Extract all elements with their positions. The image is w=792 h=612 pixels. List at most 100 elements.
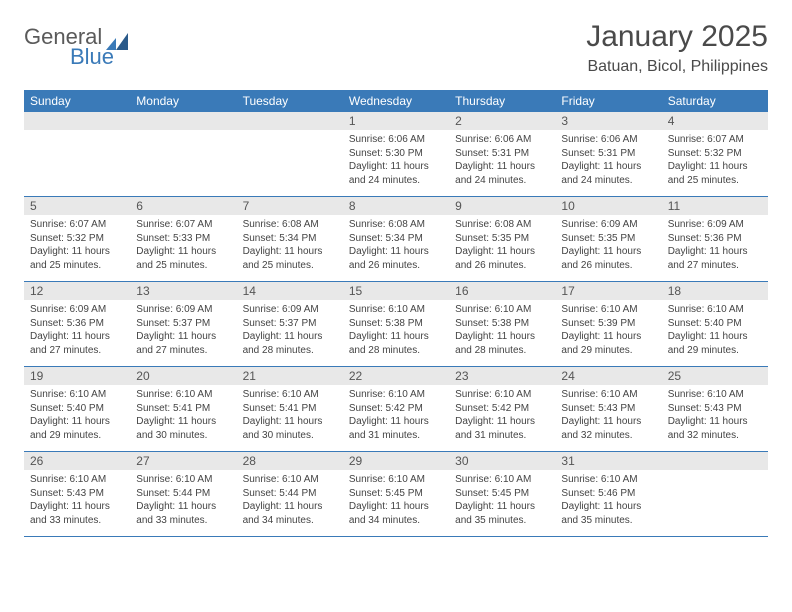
day-number: 2 xyxy=(449,112,555,130)
day-details: Sunrise: 6:10 AMSunset: 5:43 PMDaylight:… xyxy=(24,470,130,531)
day-cell xyxy=(237,112,343,196)
logo: GeneralBlue xyxy=(24,24,132,70)
sunset-line: Sunset: 5:32 PM xyxy=(668,147,762,161)
sunrise-line: Sunrise: 6:07 AM xyxy=(30,218,124,232)
month-title: January 2025 xyxy=(586,20,768,54)
sunset-line: Sunset: 5:45 PM xyxy=(349,487,443,501)
day-cell: 29Sunrise: 6:10 AMSunset: 5:45 PMDayligh… xyxy=(343,452,449,536)
day-cell: 14Sunrise: 6:09 AMSunset: 5:37 PMDayligh… xyxy=(237,282,343,366)
day-number: 31 xyxy=(555,452,661,470)
sunrise-line: Sunrise: 6:07 AM xyxy=(136,218,230,232)
day-details: Sunrise: 6:07 AMSunset: 5:32 PMDaylight:… xyxy=(24,215,130,276)
sunset-line: Sunset: 5:41 PM xyxy=(243,402,337,416)
day-cell: 27Sunrise: 6:10 AMSunset: 5:44 PMDayligh… xyxy=(130,452,236,536)
day-cell: 4Sunrise: 6:07 AMSunset: 5:32 PMDaylight… xyxy=(662,112,768,196)
day-cell: 9Sunrise: 6:08 AMSunset: 5:35 PMDaylight… xyxy=(449,197,555,281)
calendar-week: 1Sunrise: 6:06 AMSunset: 5:30 PMDaylight… xyxy=(24,112,768,197)
sunset-line: Sunset: 5:40 PM xyxy=(30,402,124,416)
day-cell: 15Sunrise: 6:10 AMSunset: 5:38 PMDayligh… xyxy=(343,282,449,366)
daylight-line: Daylight: 11 hours and 31 minutes. xyxy=(349,415,443,442)
calendar: SundayMondayTuesdayWednesdayThursdayFrid… xyxy=(24,90,768,537)
sunrise-line: Sunrise: 6:10 AM xyxy=(455,388,549,402)
logo-text-blue: Blue xyxy=(70,44,114,69)
day-details: Sunrise: 6:10 AMSunset: 5:42 PMDaylight:… xyxy=(449,385,555,446)
sunrise-line: Sunrise: 6:10 AM xyxy=(349,388,443,402)
day-number: 18 xyxy=(662,282,768,300)
day-number: 13 xyxy=(130,282,236,300)
calendar-week: 12Sunrise: 6:09 AMSunset: 5:36 PMDayligh… xyxy=(24,282,768,367)
weekday-thursday: Thursday xyxy=(449,90,555,112)
day-details: Sunrise: 6:08 AMSunset: 5:35 PMDaylight:… xyxy=(449,215,555,276)
weekday-sunday: Sunday xyxy=(24,90,130,112)
daylight-line: Daylight: 11 hours and 25 minutes. xyxy=(136,245,230,272)
daylight-line: Daylight: 11 hours and 30 minutes. xyxy=(136,415,230,442)
daylight-line: Daylight: 11 hours and 27 minutes. xyxy=(30,330,124,357)
sunrise-line: Sunrise: 6:10 AM xyxy=(243,388,337,402)
sunset-line: Sunset: 5:32 PM xyxy=(30,232,124,246)
sunrise-line: Sunrise: 6:10 AM xyxy=(668,303,762,317)
empty-day-number xyxy=(130,112,236,130)
daylight-line: Daylight: 11 hours and 26 minutes. xyxy=(561,245,655,272)
sunset-line: Sunset: 5:45 PM xyxy=(455,487,549,501)
empty-day-number xyxy=(24,112,130,130)
day-details: Sunrise: 6:09 AMSunset: 5:35 PMDaylight:… xyxy=(555,215,661,276)
day-number: 24 xyxy=(555,367,661,385)
sunrise-line: Sunrise: 6:09 AM xyxy=(243,303,337,317)
day-cell: 16Sunrise: 6:10 AMSunset: 5:38 PMDayligh… xyxy=(449,282,555,366)
day-cell: 23Sunrise: 6:10 AMSunset: 5:42 PMDayligh… xyxy=(449,367,555,451)
calendar-week: 5Sunrise: 6:07 AMSunset: 5:32 PMDaylight… xyxy=(24,197,768,282)
sunset-line: Sunset: 5:38 PM xyxy=(455,317,549,331)
day-number: 23 xyxy=(449,367,555,385)
sunset-line: Sunset: 5:41 PM xyxy=(136,402,230,416)
day-number: 27 xyxy=(130,452,236,470)
daylight-line: Daylight: 11 hours and 29 minutes. xyxy=(668,330,762,357)
sunrise-line: Sunrise: 6:10 AM xyxy=(455,473,549,487)
day-cell: 31Sunrise: 6:10 AMSunset: 5:46 PMDayligh… xyxy=(555,452,661,536)
weekday-friday: Friday xyxy=(555,90,661,112)
weekday-wednesday: Wednesday xyxy=(343,90,449,112)
daylight-line: Daylight: 11 hours and 26 minutes. xyxy=(349,245,443,272)
day-details: Sunrise: 6:10 AMSunset: 5:46 PMDaylight:… xyxy=(555,470,661,531)
weekday-header-row: SundayMondayTuesdayWednesdayThursdayFrid… xyxy=(24,90,768,112)
daylight-line: Daylight: 11 hours and 35 minutes. xyxy=(561,500,655,527)
day-details: Sunrise: 6:08 AMSunset: 5:34 PMDaylight:… xyxy=(343,215,449,276)
empty-day-number xyxy=(662,452,768,470)
day-details: Sunrise: 6:09 AMSunset: 5:37 PMDaylight:… xyxy=(237,300,343,361)
day-details: Sunrise: 6:10 AMSunset: 5:39 PMDaylight:… xyxy=(555,300,661,361)
day-number: 7 xyxy=(237,197,343,215)
day-number: 30 xyxy=(449,452,555,470)
day-details: Sunrise: 6:07 AMSunset: 5:33 PMDaylight:… xyxy=(130,215,236,276)
sunrise-line: Sunrise: 6:06 AM xyxy=(349,133,443,147)
sunset-line: Sunset: 5:33 PM xyxy=(136,232,230,246)
sunrise-line: Sunrise: 6:06 AM xyxy=(455,133,549,147)
day-details: Sunrise: 6:10 AMSunset: 5:45 PMDaylight:… xyxy=(449,470,555,531)
day-cell: 17Sunrise: 6:10 AMSunset: 5:39 PMDayligh… xyxy=(555,282,661,366)
weekday-tuesday: Tuesday xyxy=(237,90,343,112)
sunrise-line: Sunrise: 6:10 AM xyxy=(349,473,443,487)
daylight-line: Daylight: 11 hours and 32 minutes. xyxy=(668,415,762,442)
daylight-line: Daylight: 11 hours and 25 minutes. xyxy=(30,245,124,272)
sunrise-line: Sunrise: 6:10 AM xyxy=(136,473,230,487)
daylight-line: Daylight: 11 hours and 28 minutes. xyxy=(243,330,337,357)
sunset-line: Sunset: 5:42 PM xyxy=(349,402,443,416)
day-number: 4 xyxy=(662,112,768,130)
day-cell: 26Sunrise: 6:10 AMSunset: 5:43 PMDayligh… xyxy=(24,452,130,536)
day-cell: 11Sunrise: 6:09 AMSunset: 5:36 PMDayligh… xyxy=(662,197,768,281)
sunset-line: Sunset: 5:43 PM xyxy=(668,402,762,416)
daylight-line: Daylight: 11 hours and 24 minutes. xyxy=(561,160,655,187)
sunrise-line: Sunrise: 6:08 AM xyxy=(455,218,549,232)
day-details: Sunrise: 6:10 AMSunset: 5:43 PMDaylight:… xyxy=(555,385,661,446)
sunset-line: Sunset: 5:37 PM xyxy=(243,317,337,331)
daylight-line: Daylight: 11 hours and 29 minutes. xyxy=(561,330,655,357)
day-number: 5 xyxy=(24,197,130,215)
day-number: 10 xyxy=(555,197,661,215)
day-details: Sunrise: 6:08 AMSunset: 5:34 PMDaylight:… xyxy=(237,215,343,276)
sunset-line: Sunset: 5:34 PM xyxy=(243,232,337,246)
day-details: Sunrise: 6:06 AMSunset: 5:31 PMDaylight:… xyxy=(555,130,661,191)
day-number: 21 xyxy=(237,367,343,385)
day-details: Sunrise: 6:10 AMSunset: 5:43 PMDaylight:… xyxy=(662,385,768,446)
sunrise-line: Sunrise: 6:10 AM xyxy=(30,388,124,402)
day-cell: 12Sunrise: 6:09 AMSunset: 5:36 PMDayligh… xyxy=(24,282,130,366)
sunset-line: Sunset: 5:42 PM xyxy=(455,402,549,416)
day-cell: 6Sunrise: 6:07 AMSunset: 5:33 PMDaylight… xyxy=(130,197,236,281)
